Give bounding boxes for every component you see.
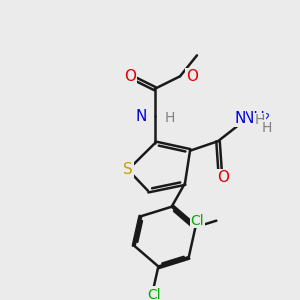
Text: O: O (124, 69, 136, 84)
Text: O: O (217, 170, 229, 185)
Text: H: H (255, 113, 266, 127)
Text: H: H (262, 121, 272, 135)
Text: N: N (136, 109, 147, 124)
Text: H: H (165, 111, 175, 125)
Text: N: N (234, 111, 246, 126)
Text: Cl: Cl (191, 214, 204, 228)
Text: NH: NH (242, 111, 265, 126)
Text: Cl: Cl (147, 288, 160, 300)
Text: 2: 2 (262, 113, 269, 123)
Text: O: O (186, 69, 198, 84)
Text: S: S (123, 162, 133, 177)
